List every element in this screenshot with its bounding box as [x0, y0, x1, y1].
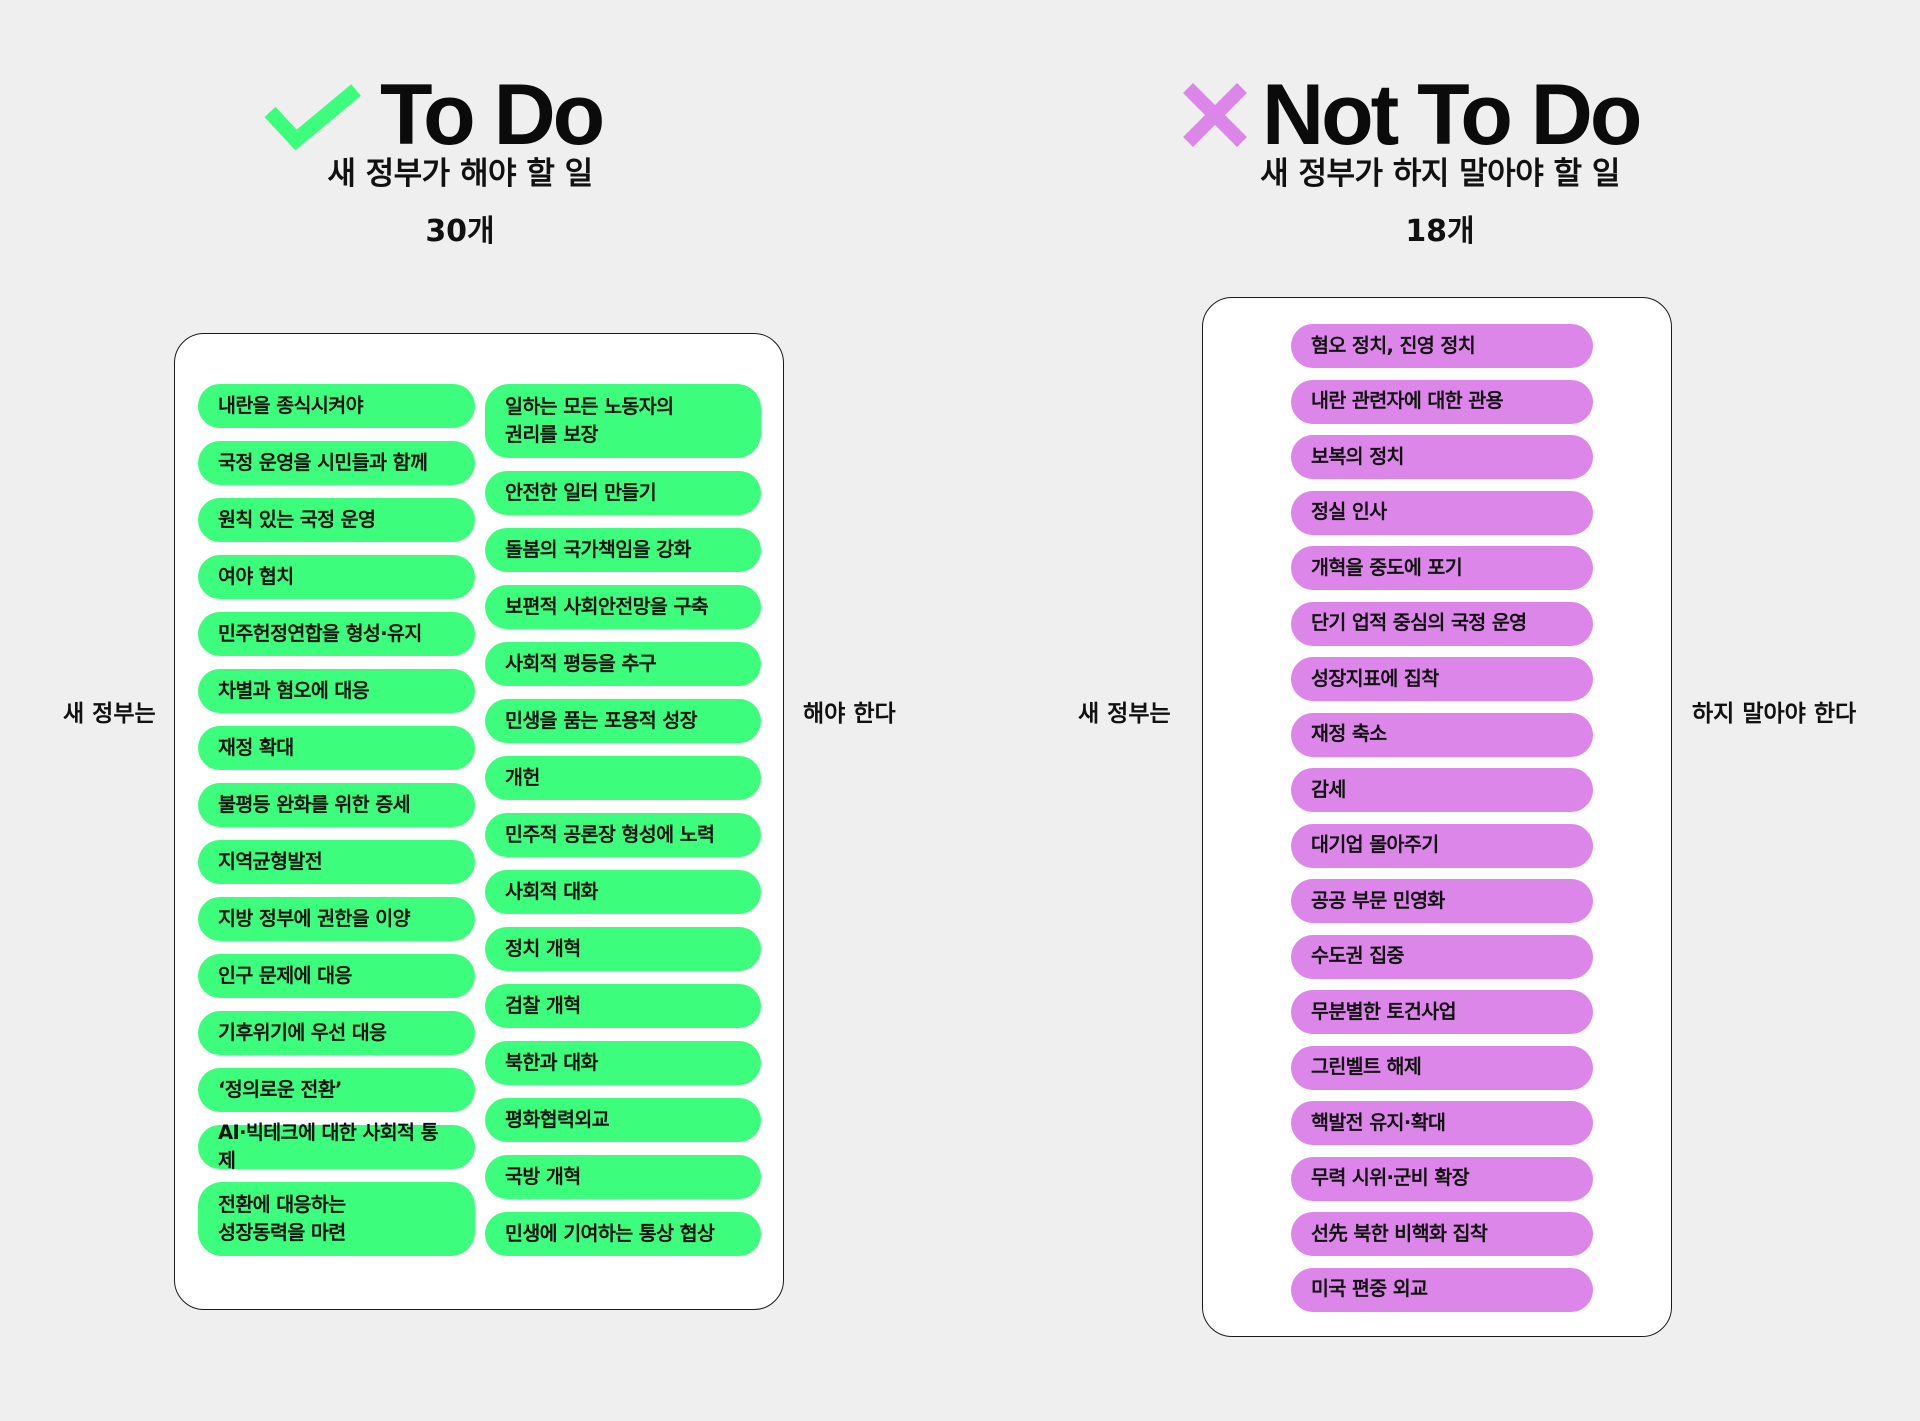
list-item: 정치 개혁: [485, 927, 761, 971]
todo-subtitle: 새 정부가 해야 할 일: [327, 156, 593, 192]
not-todo-title: Not To Do: [1262, 67, 1642, 163]
list-item: 단기 업적 중심의 국정 운영: [1291, 601, 1593, 646]
list-item: 사회적 평등을 추구: [485, 642, 761, 686]
list-item: 검찰 개혁: [485, 984, 761, 1028]
list-item: 국방 개혁: [485, 1155, 761, 1199]
todo-title: To Do: [380, 67, 605, 163]
list-item: 평화협력외교: [485, 1098, 761, 1142]
list-item: 전환에 대응하는 성장동력을 마련: [198, 1182, 475, 1256]
not-todo-subtitle: 새 정부가 하지 말아야 할 일: [1260, 156, 1620, 192]
check-icon: [264, 84, 361, 151]
list-item: 감세: [1291, 768, 1593, 812]
todo-title-row: To Do: [262, 67, 605, 163]
list-item: 개혁을 중도에 포기: [1291, 546, 1593, 590]
list-item: 불평등 완화를 위한 증세: [198, 783, 475, 827]
list-item: 민생을 품는 포용적 성장: [485, 699, 761, 743]
list-item: 민주적 공론장 형성에 노력: [485, 813, 761, 857]
list-item: 사회적 대화: [485, 870, 761, 914]
list-item: 인구 문제에 대응: [198, 954, 475, 998]
list-item: 미국 편중 외교: [1291, 1267, 1593, 1312]
cross-icon: [1183, 83, 1247, 147]
todo-count: 30개: [425, 214, 495, 249]
not-todo-count: 18개: [1405, 214, 1475, 249]
list-item: 국정 운영을 시민들과 함께: [198, 441, 475, 485]
list-item: 재정 확대: [198, 726, 475, 770]
list-item: 북한과 대화: [485, 1041, 761, 1085]
list-item: 원칙 있는 국정 운영: [198, 498, 475, 542]
list-item: ‘정의로운 전환’: [198, 1068, 475, 1112]
todo-label-right: 해야 한다: [803, 701, 896, 727]
list-item: 공공 부문 민영화: [1291, 879, 1593, 923]
list-item: 차별과 혐오에 대응: [198, 669, 475, 713]
list-item: 정실 인사: [1291, 490, 1593, 535]
list-item: 무분별한 토건사업: [1291, 990, 1593, 1034]
list-item: 내란을 종식시켜야: [198, 384, 475, 428]
list-item: 혐오 정치, 진영 정치: [1291, 324, 1593, 368]
list-item: 지방 정부에 권한을 이양: [198, 897, 475, 941]
list-item: 일하는 모든 노동자의 권리를 보장: [485, 384, 761, 458]
list-item: 돌봄의 국가책임을 강화: [485, 528, 761, 572]
list-item: 내란 관련자에 대한 관용: [1291, 379, 1593, 424]
list-item: 민주헌정연합을 형성·유지: [198, 612, 475, 656]
list-item: 핵발전 유지·확대: [1291, 1101, 1593, 1145]
list-item: 지역균형발전: [198, 840, 475, 884]
list-item: 안전한 일터 만들기: [485, 471, 761, 515]
not-todo-title-row: Not To Do: [1182, 67, 1642, 163]
list-item: 기후위기에 우선 대응: [198, 1011, 475, 1055]
list-item: AI·빅테크에 대한 사회적 통제: [198, 1121, 475, 1172]
list-item: 대기업 몰아주기: [1291, 823, 1593, 868]
list-item: 선先 북한 비핵화 집착: [1291, 1212, 1593, 1256]
list-item: 보편적 사회안전망을 구축: [485, 585, 761, 629]
list-item: 수도권 집중: [1291, 934, 1593, 979]
not-todo-label-left: 새 정부는: [1078, 701, 1171, 727]
list-item: 개헌: [485, 756, 761, 800]
list-item: 재정 축소: [1291, 712, 1593, 757]
list-item: 보복의 정치: [1291, 435, 1593, 479]
todo-label-left: 새 정부는: [63, 701, 156, 727]
list-item: 민생에 기여하는 통상 협상: [485, 1212, 761, 1256]
list-item: 그린벨트 해제: [1291, 1045, 1593, 1090]
list-item: 여야 협치: [198, 555, 475, 599]
list-item: 무력 시위·군비 확장: [1291, 1156, 1593, 1201]
not-todo-label-right: 하지 말아야 한다: [1692, 701, 1857, 727]
list-item: 성장지표에 집착: [1291, 657, 1593, 701]
